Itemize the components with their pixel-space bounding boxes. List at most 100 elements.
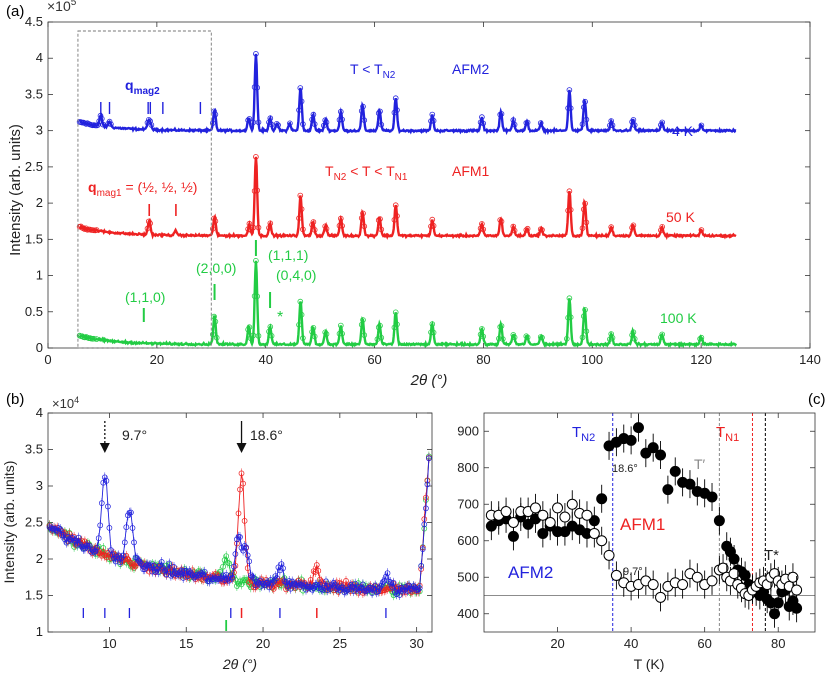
series-a-4k xyxy=(76,51,737,136)
series-a-point xyxy=(480,333,487,340)
panel-b-frame xyxy=(47,412,433,633)
series-c-point xyxy=(791,584,803,596)
series-b-point xyxy=(278,561,285,567)
series-b-point xyxy=(75,534,82,541)
series-a-point xyxy=(511,334,518,341)
series-c-point xyxy=(791,602,803,614)
series-b-point xyxy=(243,544,249,551)
panel-a-x-tick-label: 100 xyxy=(581,352,603,367)
series-b-point xyxy=(379,579,386,585)
panel-b-series xyxy=(46,451,432,601)
series-a-point xyxy=(246,116,253,122)
series-a-point xyxy=(210,120,216,126)
qmag1-label: qmag1 = (½, ½, ½) xyxy=(88,179,197,199)
series-b-point xyxy=(313,562,320,568)
panel-b-axes: 10 15 20 25 30 1 1.5 2 2.5 3 3.5 4 xyxy=(25,405,432,651)
series-a-point xyxy=(360,210,366,217)
series-a-point xyxy=(336,330,343,337)
series-b-point xyxy=(416,585,423,591)
series-a-point xyxy=(99,115,105,122)
series-a-point xyxy=(310,219,317,225)
panel-b-label: (b) xyxy=(6,391,24,408)
series-b-point xyxy=(68,537,74,543)
series-a-point xyxy=(524,119,531,126)
series-a-point xyxy=(698,334,705,341)
series-c-point xyxy=(655,449,667,461)
series-b-point xyxy=(372,582,379,589)
series-a-point xyxy=(480,226,487,233)
series-a-point xyxy=(253,257,259,264)
series-a-point xyxy=(630,117,637,123)
series-b-point xyxy=(272,573,279,580)
series-b-point xyxy=(295,580,302,587)
panel-c-x-tick-label: 60 xyxy=(697,636,711,651)
series-a-point xyxy=(539,334,545,341)
series-b-point xyxy=(360,581,366,588)
series-a-point xyxy=(391,217,398,223)
panel-b-x-tick-label: 30 xyxy=(409,636,423,651)
series-b-point xyxy=(292,581,299,588)
panel-a-y-tick-label: 2 xyxy=(36,195,43,210)
series-a-point xyxy=(253,51,259,57)
series-c-point xyxy=(581,509,593,521)
series-a-point xyxy=(361,332,368,338)
peak-040-label: (0,4,0) xyxy=(276,267,316,283)
series-a-point xyxy=(144,225,151,232)
series-b-point xyxy=(424,481,431,488)
series-a-point xyxy=(497,324,504,330)
series-c-point xyxy=(662,484,674,496)
tn1-label: TN1 xyxy=(716,424,739,444)
series-a-point xyxy=(630,222,637,229)
series-b-point xyxy=(100,479,107,486)
panel-b-arrows xyxy=(99,421,247,453)
series-b-point xyxy=(132,563,139,570)
series-a-point xyxy=(609,334,616,341)
series-a-point xyxy=(659,331,665,338)
series-a-point xyxy=(336,117,343,123)
series-a-point xyxy=(479,114,485,120)
panel-b-y-tick-label: 4 xyxy=(36,405,43,420)
series-a-point xyxy=(479,221,485,227)
series-a-point xyxy=(309,116,315,123)
series-c-point xyxy=(625,434,637,446)
series-b-point xyxy=(313,581,320,588)
series-b-point xyxy=(367,584,374,591)
series-a-point xyxy=(296,321,302,328)
series-a-point xyxy=(582,98,588,105)
series-a-point xyxy=(579,334,586,341)
series-a-point xyxy=(246,220,253,227)
series-a-point xyxy=(337,322,344,329)
series-b-4k xyxy=(46,453,432,600)
series-b-point xyxy=(340,584,346,591)
series-a-point xyxy=(565,207,571,214)
series-c-point xyxy=(647,442,659,454)
series-b-point xyxy=(95,535,102,542)
series-c-point xyxy=(706,575,718,587)
series-b-point xyxy=(235,510,242,517)
series-a-point xyxy=(523,227,530,233)
series-a-point xyxy=(296,215,302,222)
series-a-point xyxy=(339,330,345,337)
panel-c-x-tick-label: 40 xyxy=(624,636,638,651)
label-18-6-c: 18.6° xyxy=(612,463,638,475)
series-a-point xyxy=(378,121,385,128)
series-b-point xyxy=(287,585,294,592)
panel-b-x-tick-label: 25 xyxy=(333,636,347,651)
series-a-point xyxy=(148,122,155,128)
series-b-point xyxy=(101,474,108,481)
panel-a-series xyxy=(76,51,738,349)
series-b-point xyxy=(244,552,251,559)
series-b-point xyxy=(129,563,136,570)
series-b-point xyxy=(315,567,322,574)
series-a-point xyxy=(579,121,586,127)
series-b-point xyxy=(274,575,280,581)
series-a-point xyxy=(630,329,637,336)
series-b-point xyxy=(161,567,168,574)
series-a-point xyxy=(251,188,258,194)
series-a-point xyxy=(659,224,665,230)
panel-c-y-tick-label: 900 xyxy=(457,423,479,438)
series-b-point xyxy=(303,586,309,593)
series-a-point xyxy=(212,111,219,118)
series-c-point xyxy=(787,571,799,583)
series-a-point xyxy=(566,87,573,93)
